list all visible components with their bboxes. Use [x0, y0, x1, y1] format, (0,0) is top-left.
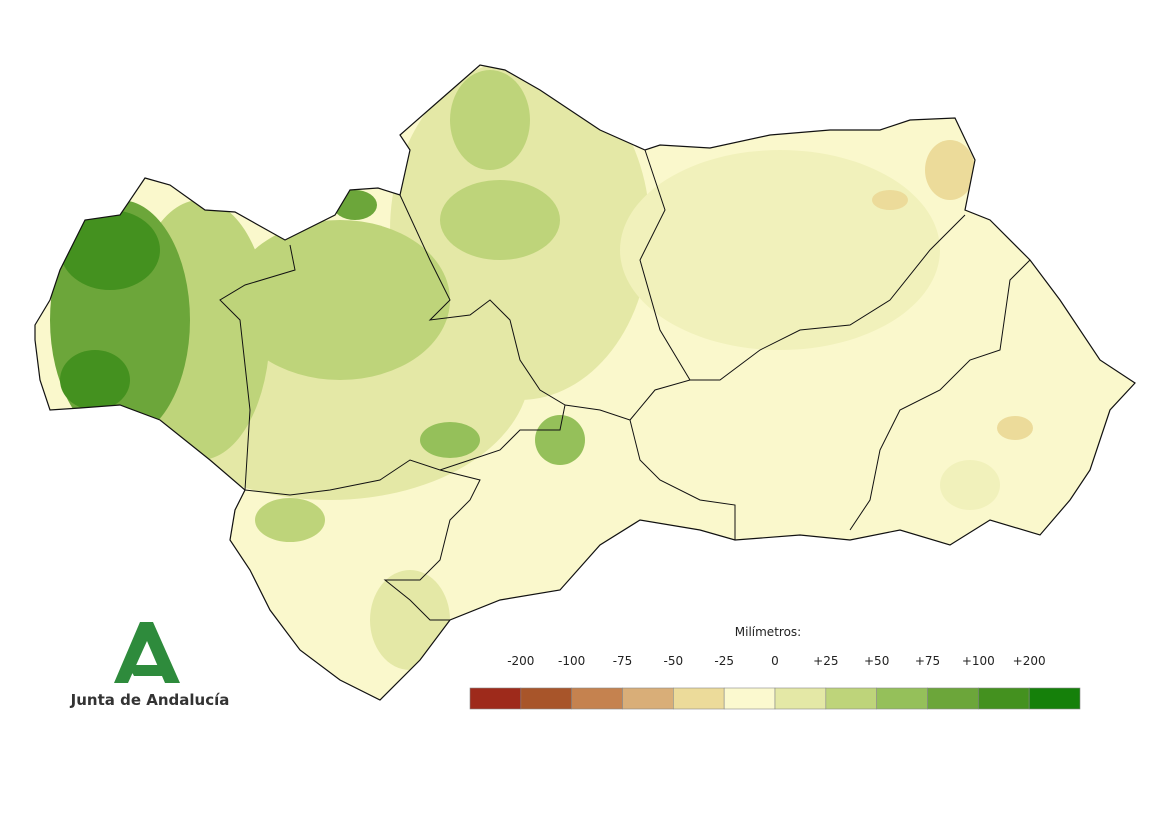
logo-text: Junta de Andalucía: [70, 691, 230, 709]
legend-title: Milímetros:: [735, 625, 801, 639]
legend-swatch: [723, 687, 776, 710]
legend-label: +75: [915, 654, 940, 668]
legend-label: -50: [664, 654, 684, 668]
legend: Milímetros: -200 -100 -75 -50 -25 0 +25 +50 +75 +…: [469, 625, 1081, 710]
legend-swatch: [927, 687, 979, 710]
legend-label: -100: [558, 654, 585, 668]
province-borders: [219, 149, 1031, 621]
legend-swatch: [571, 687, 623, 710]
legend-label: -75: [613, 654, 633, 668]
legend-label: +100: [962, 654, 995, 668]
legend-swatch: [978, 687, 1030, 710]
legend-label: 0: [771, 654, 779, 668]
legend-label: +25: [813, 654, 838, 668]
region-outline: [34, 64, 1136, 701]
legend-swatch: [622, 687, 674, 710]
legend-swatch: [673, 687, 725, 710]
legend-label: -200: [507, 654, 534, 668]
legend-swatch: [520, 687, 572, 710]
logo: Junta de Andalucía: [70, 622, 230, 709]
legend-label: +50: [864, 654, 889, 668]
legend-label: -25: [714, 654, 734, 668]
legend-swatch: [876, 687, 928, 710]
legend-swatch: [825, 687, 877, 710]
legend-swatch: [469, 687, 522, 710]
legend-swatch: [774, 687, 827, 710]
legend-swatch: [1028, 687, 1081, 710]
legend-label: +200: [1013, 654, 1046, 668]
